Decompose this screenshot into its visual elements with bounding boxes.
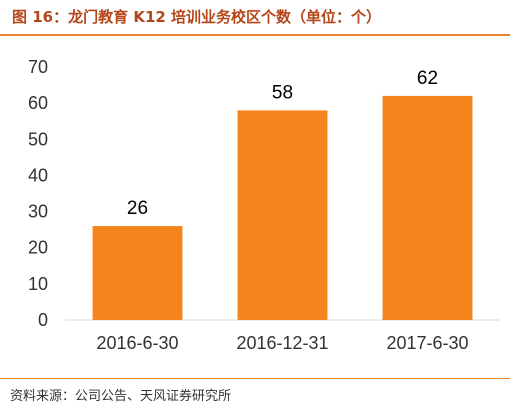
y-tick-label: 10 — [28, 274, 48, 294]
y-axis-ticks: 0 10 20 30 40 50 60 70 — [28, 57, 48, 330]
bar — [382, 95, 473, 321]
data-label: 26 — [127, 198, 148, 219]
data-label: 58 — [272, 82, 293, 103]
y-tick-label: 30 — [28, 202, 48, 222]
bars — [92, 95, 473, 321]
bar — [92, 226, 183, 320]
source-note: 资料来源：公司公告、天风证券研究所 — [10, 389, 232, 404]
x-tick-label: 2016-6-30 — [96, 333, 178, 353]
figure-title: 图 16：龙门教育 K12 培训业务校区个数（单位：个） — [12, 8, 382, 26]
source-rule — [0, 378, 510, 379]
y-tick-label: 70 — [28, 57, 48, 77]
bar-chart: 0 10 20 30 40 50 60 70 2016-6-30 2016-12-31 2017-… — [28, 57, 500, 353]
x-tick-label: 2017-6-30 — [386, 333, 468, 353]
title-rule — [0, 34, 510, 36]
y-tick-label: 40 — [28, 165, 48, 185]
y-tick-label: 60 — [28, 93, 48, 113]
x-tick-label: 2016-12-31 — [236, 333, 328, 353]
y-tick-label: 50 — [28, 129, 48, 149]
bar — [237, 110, 328, 320]
data-label: 62 — [417, 68, 438, 89]
x-axis-ticks: 2016-6-30 2016-12-31 2017-6-30 — [96, 333, 468, 353]
y-tick-label: 20 — [28, 238, 48, 258]
y-tick-label: 0 — [38, 310, 48, 330]
data-labels: 26 58 62 — [127, 68, 438, 219]
